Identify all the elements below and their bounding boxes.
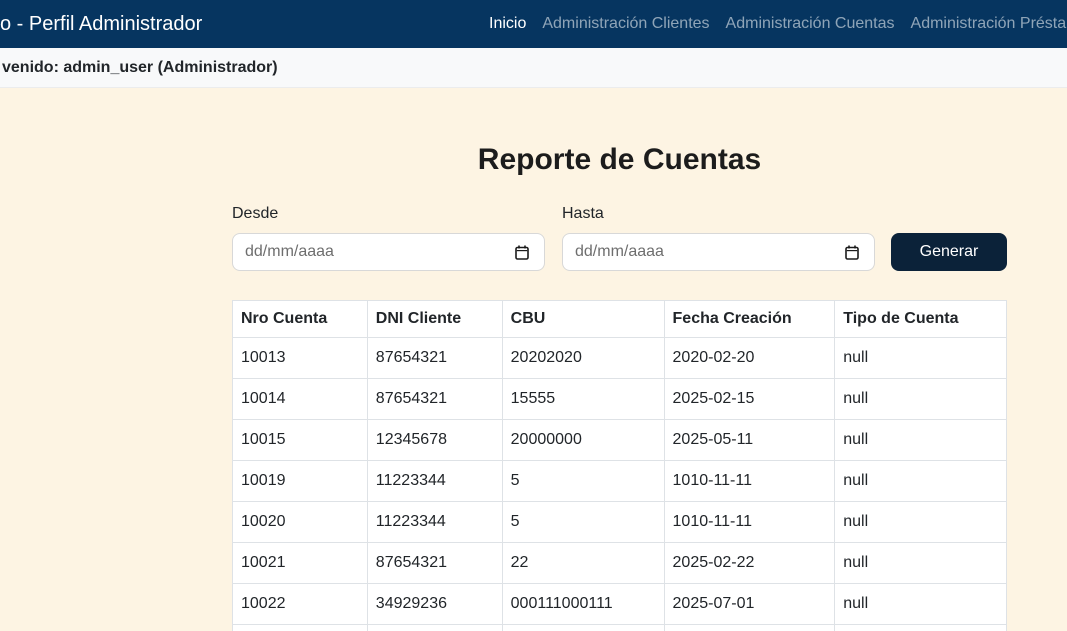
table-header-cell: CBU [502, 301, 664, 338]
nav-item: Administración Préstamos [903, 15, 1067, 33]
navbar: o - Perfil Administrador Inicio Administ… [0, 0, 1067, 48]
cell-cbu: 20000000 [502, 420, 664, 461]
cell-nro-cuenta: 10020 [233, 502, 368, 543]
date-from-field: Desde dd/mm/aaaa [232, 204, 545, 271]
cell-dni-cliente: 87654321 [367, 379, 502, 420]
cell-cbu: 5 [502, 502, 664, 543]
nav-link[interactable]: Administración Cuentas [718, 15, 903, 33]
cell-dni-cliente: 11223344 [367, 461, 502, 502]
cell-fecha-creacion: 2025-02-22 [664, 543, 835, 584]
date-to-placeholder: dd/mm/aaaa [575, 243, 664, 261]
table-row: 10021 87654321 22 2025-02-22 null [233, 543, 1007, 584]
cell-fecha-creacion: 2025-07-01 [664, 584, 835, 625]
report-filters: Desde dd/mm/aaaa Hasta dd/mm/aaaa [232, 204, 1007, 271]
table-row: 10015 12345678 20000000 2025-05-11 null [233, 420, 1007, 461]
cell-tipo-cuenta: null [835, 338, 1007, 379]
nav-link[interactable]: Inicio [481, 15, 534, 33]
welcome-bar: venido: admin_user (Administrador) [0, 48, 1067, 88]
cell-cbu: 20202020 [502, 338, 664, 379]
cell-dni-cliente: 87654321 [367, 338, 502, 379]
nav-item: Administración Clientes [534, 15, 717, 33]
nav-item: Administración Cuentas [718, 15, 903, 33]
table-header-row: Nro Cuenta DNI Cliente CBU Fecha Creació… [233, 301, 1007, 338]
nav-links: Inicio Administración Clientes Administr… [481, 0, 1067, 48]
table-body: 10013 87654321 20202020 2020-02-20 null … [233, 338, 1007, 625]
nav-link[interactable]: Administración Clientes [534, 15, 717, 33]
date-from-placeholder: dd/mm/aaaa [245, 243, 334, 261]
table-header-cell: Nro Cuenta [233, 301, 368, 338]
cell-tipo-cuenta: null [835, 461, 1007, 502]
date-from-label: Desde [232, 204, 545, 223]
cell-fecha-creacion: 1010-11-11 [664, 461, 835, 502]
table-header-cell: Tipo de Cuenta [835, 301, 1007, 338]
cell-nro-cuenta: 10014 [233, 379, 368, 420]
cell-tipo-cuenta: null [835, 584, 1007, 625]
cell-tipo-cuenta: null [835, 420, 1007, 461]
cell-dni-cliente: 87654321 [367, 543, 502, 584]
cell-tipo-cuenta: null [835, 379, 1007, 420]
cell-nro-cuenta: 10022 [233, 584, 368, 625]
cell-fecha-creacion: 2025-05-11 [664, 420, 835, 461]
date-to-field: Hasta dd/mm/aaaa [562, 204, 875, 271]
generate-button[interactable]: Generar [891, 233, 1007, 271]
table-row: 10014 87654321 15555 2025-02-15 null [233, 379, 1007, 420]
cell-fecha-creacion: 2025-02-15 [664, 379, 835, 420]
nav-link[interactable]: Administración Préstamos [903, 15, 1067, 33]
table-header-cell: Fecha Creación [664, 301, 835, 338]
cell-tipo-cuenta: null [835, 502, 1007, 543]
cell-cbu: 5 [502, 461, 664, 502]
table-row: 10013 87654321 20202020 2020-02-20 null [233, 338, 1007, 379]
cell-nro-cuenta: 10013 [233, 338, 368, 379]
cell-cbu: 15555 [502, 379, 664, 420]
cell-dni-cliente: 11223344 [367, 502, 502, 543]
table-row: 10020 11223344 5 1010-11-11 null [233, 502, 1007, 543]
accounts-table: Nro Cuenta DNI Cliente CBU Fecha Creació… [232, 300, 1007, 631]
cell-cbu: 22 [502, 543, 664, 584]
table-partial-row-container [233, 625, 1007, 631]
welcome-text: venido: admin_user (Administrador) [2, 59, 278, 77]
cell-dni-cliente: 12345678 [367, 420, 502, 461]
date-from-input[interactable]: dd/mm/aaaa [232, 233, 545, 271]
cell-nro-cuenta: 10015 [233, 420, 368, 461]
table-row: 10022 34929236 000111000111 2025-07-01 n… [233, 584, 1007, 625]
date-to-label: Hasta [562, 204, 875, 223]
cell-cbu: 000111000111 [502, 584, 664, 625]
table-row-partial [233, 625, 1007, 631]
report-page: Reporte de Cuentas Desde dd/mm/aaaa Hast… [232, 88, 1007, 631]
calendar-icon[interactable] [515, 245, 529, 260]
cell-tipo-cuenta: null [835, 543, 1007, 584]
table-header-cell: DNI Cliente [367, 301, 502, 338]
date-to-input[interactable]: dd/mm/aaaa [562, 233, 875, 271]
cell-nro-cuenta: 10021 [233, 543, 368, 584]
page-title: Reporte de Cuentas [232, 88, 1007, 178]
cell-nro-cuenta: 10019 [233, 461, 368, 502]
cell-dni-cliente: 34929236 [367, 584, 502, 625]
calendar-icon[interactable] [845, 245, 859, 260]
table-row: 10019 11223344 5 1010-11-11 null [233, 461, 1007, 502]
cell-fecha-creacion: 2020-02-20 [664, 338, 835, 379]
navbar-brand[interactable]: o - Perfil Administrador [0, 0, 202, 48]
cell-fecha-creacion: 1010-11-11 [664, 502, 835, 543]
nav-item: Inicio [481, 15, 534, 33]
